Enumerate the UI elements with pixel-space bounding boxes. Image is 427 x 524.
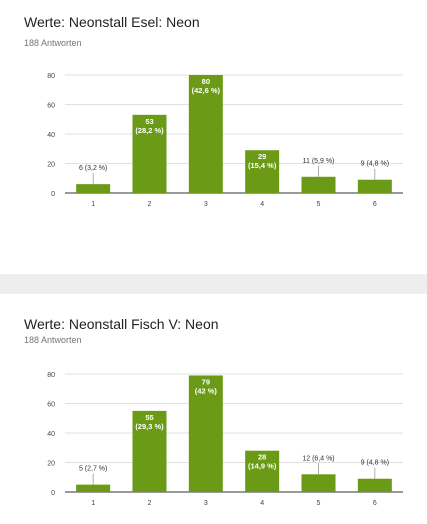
response-count: 188 Antworten: [24, 38, 82, 48]
data-label: 6 (3,2 %): [79, 165, 107, 172]
data-label: 12 (6,4 %): [302, 455, 334, 462]
y-tick-label: 40: [47, 132, 55, 139]
x-tick-label: 2: [148, 201, 152, 208]
x-tick-label: 6: [373, 201, 377, 208]
data-label: 53: [145, 117, 153, 126]
bar: [301, 474, 336, 492]
y-tick-label: 60: [47, 103, 55, 110]
data-label: (29,3 %): [135, 422, 164, 431]
bar-chart: 0 20 40 60 80 1 5 (2,7 %) 2 55(29,3 %) 3 79(42 %) 4…: [47, 372, 403, 507]
data-label: (42,6 %): [192, 86, 221, 95]
data-label: 11 (5,9 %): [303, 158, 335, 165]
bar: [245, 450, 280, 492]
bar: [245, 150, 280, 193]
y-tick-label: 0: [51, 191, 55, 198]
x-tick-label: 4: [260, 201, 264, 208]
x-tick-label: 3: [204, 201, 208, 208]
x-tick-label: 2: [148, 500, 152, 507]
response-count: 188 Antworten: [24, 335, 82, 345]
chart-card-1: Werte: Neonstall Esel: Neon 188 Antworte…: [0, 0, 427, 274]
y-tick-label: 80: [47, 372, 55, 379]
bar: [357, 478, 392, 492]
x-tick-label: 5: [317, 500, 321, 507]
x-tick-label: 1: [91, 500, 95, 507]
bar: [188, 375, 223, 492]
x-tick-label: 4: [260, 500, 264, 507]
bar: [132, 114, 167, 193]
data-label: 29: [258, 152, 266, 161]
y-tick-label: 40: [47, 431, 55, 438]
data-label: 55: [145, 413, 153, 422]
bar: [76, 184, 111, 193]
x-tick-label: 1: [91, 201, 95, 208]
data-label: (42 %): [195, 386, 218, 395]
bar: [132, 410, 167, 492]
bar: [76, 484, 111, 492]
x-tick-label: 6: [373, 500, 377, 507]
data-label: 9 (4,8 %): [361, 161, 389, 168]
y-tick-label: 60: [47, 402, 55, 409]
chart-title: Werte: Neonstall Esel: Neon: [24, 14, 200, 30]
chart-card-2: Werte: Neonstall Fisch V: Neon 188 Antwo…: [0, 294, 427, 524]
bar: [357, 179, 392, 193]
y-tick-label: 0: [51, 490, 55, 497]
data-label: 5 (2,7 %): [79, 466, 107, 473]
bar: [301, 176, 336, 193]
data-label: (14,9 %): [248, 462, 277, 471]
data-label: (28,2 %): [135, 126, 164, 135]
bar: [188, 75, 223, 193]
y-tick-label: 80: [47, 73, 55, 80]
chart-title: Werte: Neonstall Fisch V: Neon: [24, 316, 219, 332]
data-label: 80: [202, 77, 210, 86]
data-label: 9 (4,8 %): [361, 460, 389, 467]
data-label: 79: [202, 377, 210, 386]
y-tick-label: 20: [47, 461, 55, 468]
x-tick-label: 3: [204, 500, 208, 507]
x-tick-label: 5: [317, 201, 321, 208]
data-label: 28: [258, 453, 266, 462]
data-label: (15,4 %): [248, 161, 277, 170]
y-tick-label: 20: [47, 162, 55, 169]
